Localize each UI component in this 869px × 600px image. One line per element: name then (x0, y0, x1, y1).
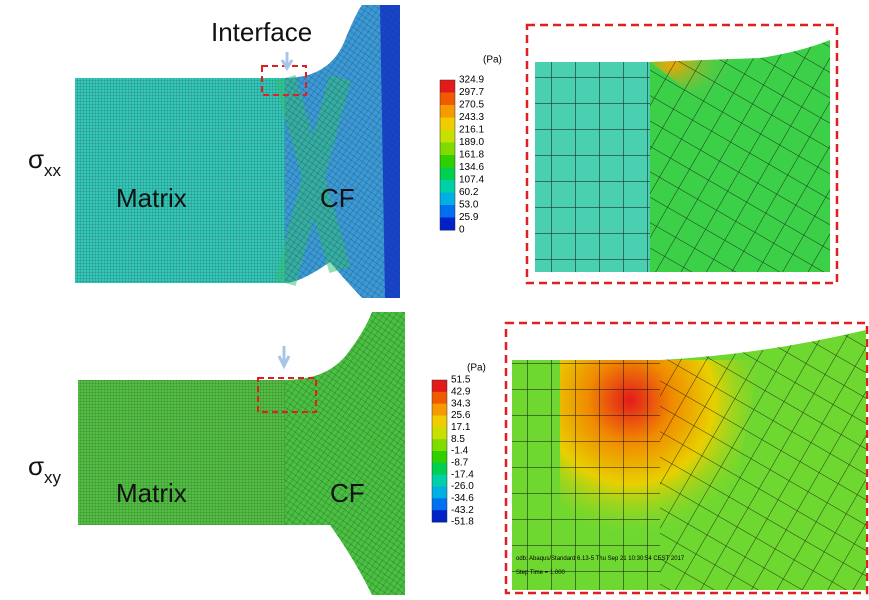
zoom-mesh (660, 330, 866, 590)
color-band (432, 380, 447, 393)
zoom-box (504, 321, 869, 595)
region-label: Matrix (116, 478, 187, 508)
legend-label: 297.7 (459, 87, 484, 98)
color-band (432, 462, 447, 476)
region-label: CF (330, 478, 365, 508)
color-band (432, 474, 447, 487)
zoom-mesh (535, 62, 650, 272)
matrix-mesh (78, 380, 287, 525)
color-band (440, 192, 455, 206)
legend-label: -43.2 (451, 505, 474, 516)
color-band (432, 439, 447, 452)
legend-label: -34.6 (451, 493, 474, 504)
symbol: σxy (28, 451, 62, 487)
color-band (440, 130, 455, 143)
legend-label: 216.1 (459, 125, 484, 136)
legend-label: 25.9 (459, 212, 479, 223)
color-band (440, 142, 455, 156)
zoom-mesh (512, 360, 660, 590)
color-band (440, 217, 455, 231)
color-band (432, 415, 447, 428)
color-band (432, 391, 447, 405)
legend-label: 34.3 (451, 398, 471, 409)
legend-label: 107.4 (459, 175, 484, 186)
annotation: Interface (211, 17, 312, 47)
legend-label: 189.0 (459, 137, 484, 148)
cf-edge (380, 5, 400, 298)
legend-label: 42.9 (451, 386, 471, 397)
legend-label: 0 (459, 225, 465, 236)
legend-unit: (Pa) (467, 363, 486, 374)
legend-label: 324.9 (459, 75, 484, 86)
legend-label: 25.6 (451, 410, 471, 421)
color-band (432, 486, 447, 499)
color-band (440, 80, 455, 93)
zoom-box (525, 23, 839, 285)
color-band (432, 498, 447, 511)
zoom-mesh (650, 40, 830, 272)
legend-label: 134.6 (459, 162, 484, 173)
color-band (440, 180, 455, 193)
legend-label: 161.8 (459, 150, 484, 161)
legend-label: -51.8 (451, 517, 474, 528)
color-band (432, 510, 447, 523)
legend-label: 243.3 (459, 112, 484, 123)
legend-label: 53.0 (459, 200, 479, 211)
color-band (440, 155, 455, 168)
legend-label: -17.4 (451, 469, 474, 480)
region-label: Matrix (116, 183, 187, 213)
matrix-mesh (75, 78, 287, 283)
color-band (440, 205, 455, 218)
color-band (432, 427, 447, 440)
highlight-box (257, 377, 317, 413)
legend-label: 270.5 (459, 100, 484, 111)
cf-mesh (285, 5, 400, 298)
color-band (432, 403, 447, 416)
region-label: CF (320, 183, 355, 213)
legend-label: 17.1 (451, 422, 471, 433)
legend-label: -8.7 (451, 457, 469, 468)
legend-label: 51.5 (451, 375, 471, 386)
color-band (432, 451, 447, 464)
legend-unit: (Pa) (483, 55, 502, 66)
legend-label: 8.5 (451, 434, 465, 445)
color-band (440, 167, 455, 181)
arrow (280, 52, 294, 71)
footer-text: Step Time = 1.000 (516, 570, 566, 576)
legend-label: -26.0 (451, 481, 474, 492)
symbol: σxx (28, 144, 62, 180)
legend-label: 60.2 (459, 187, 479, 198)
arrow (277, 346, 291, 370)
color-band (440, 117, 455, 131)
legend-label: -1.4 (451, 446, 469, 457)
footer-text: odb: Abaqus/Standard 6.13-5 Thu Sep 21 1… (516, 556, 685, 562)
cf-mesh (285, 312, 405, 595)
colorbar-frame (431, 379, 448, 523)
color-band (440, 92, 455, 106)
colorbar-frame (439, 79, 456, 231)
color-band (440, 105, 455, 118)
